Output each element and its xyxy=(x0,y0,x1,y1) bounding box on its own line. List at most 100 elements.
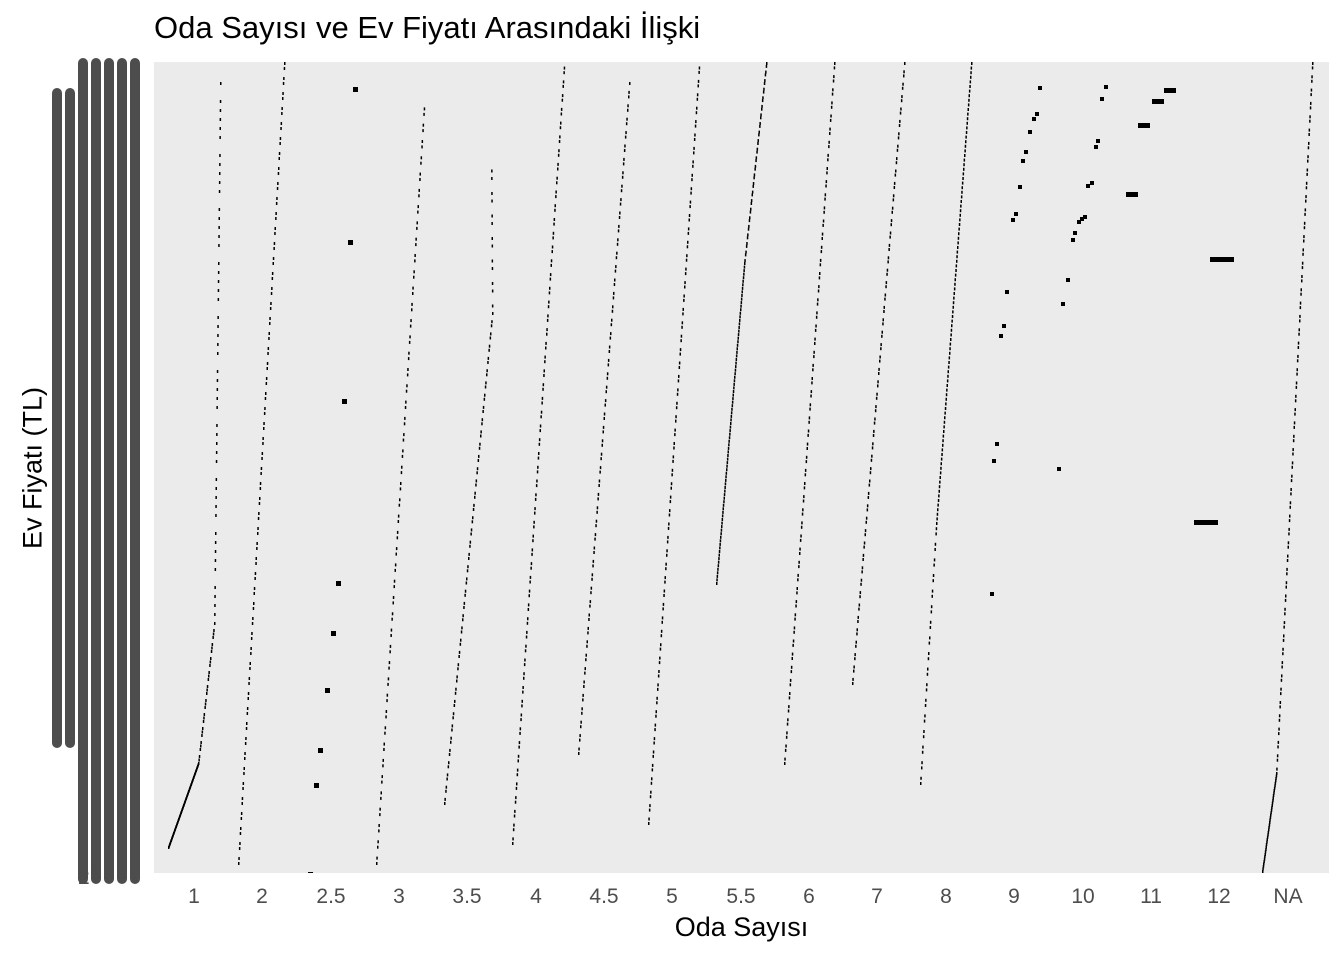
data-point xyxy=(747,233,749,237)
data-point xyxy=(219,163,221,166)
data-point xyxy=(608,345,611,349)
data-point xyxy=(1268,828,1270,832)
data-point xyxy=(789,678,792,682)
data-point xyxy=(936,512,939,516)
data-point xyxy=(214,586,216,589)
data-point xyxy=(753,176,755,180)
data-point xyxy=(491,214,493,218)
data-point xyxy=(218,208,221,211)
data-point xyxy=(402,449,404,453)
data-point xyxy=(662,607,664,611)
data-point xyxy=(999,334,1003,338)
data-point xyxy=(859,591,862,595)
data-point xyxy=(665,562,667,566)
data-point xyxy=(555,195,557,199)
y-tick-labels-svg: 2 xyxy=(52,58,140,889)
data-point xyxy=(621,175,624,179)
data-point xyxy=(491,289,494,293)
data-point xyxy=(278,157,280,160)
data-point xyxy=(730,411,733,415)
data-point xyxy=(761,99,764,103)
data-point xyxy=(887,256,890,260)
y-tick-labels-overlapping: 2 xyxy=(48,58,140,889)
data-point xyxy=(938,494,940,498)
data-point xyxy=(200,744,202,748)
data-point xyxy=(894,173,897,177)
data-point xyxy=(1268,823,1271,827)
data-point xyxy=(678,366,681,369)
data-point xyxy=(968,94,970,98)
data-point xyxy=(450,736,452,740)
data-point xyxy=(661,620,663,624)
data-point xyxy=(475,483,477,487)
data-point xyxy=(1086,184,1090,188)
data-point xyxy=(411,302,413,306)
data-point xyxy=(547,305,550,309)
data-point xyxy=(416,221,418,225)
data-point xyxy=(817,289,820,293)
data-point xyxy=(534,497,537,501)
data-point xyxy=(1274,781,1277,785)
data-point xyxy=(881,334,883,338)
data-point xyxy=(459,642,462,646)
data-point xyxy=(937,503,939,507)
data-point xyxy=(256,547,258,550)
data-point xyxy=(214,568,217,571)
data-point xyxy=(953,287,956,291)
data-point xyxy=(683,294,685,298)
data-point xyxy=(920,776,922,780)
data-point xyxy=(214,613,216,616)
data-point xyxy=(543,369,545,373)
data-point xyxy=(257,517,260,520)
data-point xyxy=(1271,801,1274,805)
data-point xyxy=(941,453,943,456)
data-point xyxy=(902,82,904,86)
data-point xyxy=(694,124,697,128)
data-point xyxy=(534,507,536,511)
data-point xyxy=(1018,185,1022,189)
data-point xyxy=(1269,816,1272,820)
data-point xyxy=(891,210,893,214)
data-point xyxy=(663,594,665,597)
data-point xyxy=(926,672,929,676)
data-point xyxy=(472,516,474,520)
data-point xyxy=(491,320,493,324)
data-point xyxy=(887,260,889,264)
data-point xyxy=(739,318,741,322)
data-point xyxy=(960,200,962,203)
data-point xyxy=(1297,341,1300,345)
data-point xyxy=(1301,279,1303,283)
data-point xyxy=(931,594,933,598)
data-point xyxy=(386,699,388,703)
data-point xyxy=(540,415,542,419)
data-point xyxy=(676,401,678,405)
data-point xyxy=(1296,368,1298,372)
data-point xyxy=(477,459,480,462)
data-point xyxy=(246,712,249,715)
data-point xyxy=(721,521,723,525)
data-point xyxy=(945,397,947,401)
data-point xyxy=(549,277,552,281)
data-point xyxy=(397,520,400,523)
data-point xyxy=(469,544,471,548)
data-point xyxy=(739,315,741,319)
data-point xyxy=(920,782,922,785)
data-point xyxy=(591,577,593,581)
data-point xyxy=(1294,412,1296,416)
y-tick-label-stack xyxy=(104,58,114,884)
data-point xyxy=(821,232,824,236)
data-point xyxy=(717,564,720,568)
data-point xyxy=(387,677,390,681)
data-point xyxy=(521,699,523,703)
data-point xyxy=(491,177,493,180)
data-point xyxy=(1303,235,1305,239)
data-point xyxy=(605,385,608,389)
data-point xyxy=(560,107,563,111)
data-point xyxy=(1295,385,1298,389)
data-point xyxy=(1194,520,1218,525)
data-point xyxy=(1265,848,1267,851)
data-point xyxy=(952,301,955,305)
data-point xyxy=(214,541,217,544)
data-point xyxy=(655,710,657,714)
data-point xyxy=(926,683,928,687)
